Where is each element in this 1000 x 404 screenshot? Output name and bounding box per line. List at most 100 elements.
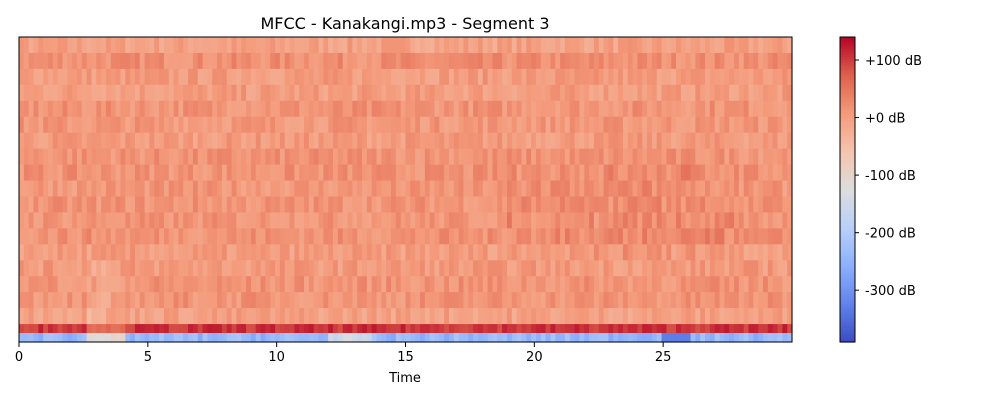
- heatmap-cell: [767, 324, 774, 334]
- heatmap-cell: [376, 260, 382, 277]
- heatmap-cell: [163, 52, 170, 70]
- heatmap-cell: [81, 324, 88, 334]
- heatmap-cell: [86, 228, 93, 245]
- heatmap-cell: [453, 68, 460, 86]
- heatmap-cell: [637, 52, 643, 70]
- heatmap-cell: [531, 333, 537, 343]
- heatmap-cell: [709, 116, 716, 134]
- heatmap-cell: [695, 100, 701, 118]
- heatmap-cell: [463, 52, 469, 70]
- heatmap-cell: [342, 116, 349, 134]
- heatmap-cell: [391, 196, 397, 214]
- heatmap-cell: [492, 164, 498, 182]
- heatmap-cell: [362, 68, 368, 86]
- heatmap-cell: [700, 180, 706, 198]
- heatmap-cell: [777, 84, 783, 102]
- heatmap-cell: [168, 68, 175, 86]
- colorbar-segment: [840, 308, 855, 313]
- heatmap-cell: [405, 228, 411, 245]
- heatmap-cell: [72, 180, 78, 198]
- colorbar-segment: [840, 80, 855, 84]
- heatmap-cell: [709, 164, 716, 182]
- heatmap-cell: [593, 333, 600, 343]
- heatmap-cell: [753, 164, 759, 182]
- heatmap-cell: [23, 276, 30, 293]
- heatmap-cell: [473, 196, 479, 214]
- heatmap-cell: [91, 84, 97, 102]
- heatmap-cell: [76, 212, 83, 229]
- heatmap-cell: [642, 228, 648, 245]
- heatmap-cell: [748, 180, 754, 198]
- heatmap-cell: [497, 100, 503, 118]
- heatmap-cell: [304, 196, 310, 214]
- heatmap-cell: [250, 308, 257, 325]
- heatmap-cell: [656, 333, 663, 343]
- heatmap-cell: [318, 148, 324, 166]
- heatmap-cell: [695, 164, 701, 182]
- heatmap-cell: [134, 37, 141, 54]
- heatmap-cell: [497, 116, 503, 134]
- heatmap-cell: [516, 276, 523, 293]
- heatmap-cell: [603, 308, 610, 325]
- heatmap-cell: [81, 116, 88, 134]
- colorbar-segment: [840, 47, 855, 51]
- heatmap-cell: [275, 333, 281, 343]
- colorbar-segment: [840, 273, 855, 277]
- heatmap-cell: [183, 37, 189, 54]
- heatmap-cell: [647, 196, 653, 214]
- heatmap-cell: [584, 228, 590, 245]
- heatmap-cell: [52, 292, 59, 309]
- heatmap-cell: [115, 244, 122, 261]
- heatmap-cell: [260, 324, 266, 334]
- heatmap-cell: [661, 212, 667, 229]
- heatmap-cell: [603, 68, 610, 86]
- heatmap-cell: [608, 333, 614, 343]
- heatmap-cell: [173, 196, 180, 214]
- heatmap-cell: [627, 212, 634, 229]
- heatmap-cell: [622, 68, 629, 86]
- heatmap-cell: [125, 292, 131, 309]
- heatmap-cell: [622, 37, 629, 54]
- heatmap-cell: [197, 148, 204, 166]
- heatmap-cell: [265, 333, 271, 343]
- heatmap-cell: [700, 84, 706, 102]
- heatmap-cell: [47, 228, 54, 245]
- heatmap-cell: [342, 212, 349, 229]
- heatmap-cell: [125, 148, 131, 166]
- heatmap-cell: [777, 164, 783, 182]
- heatmap-cell: [313, 196, 320, 214]
- heatmap-cell: [482, 68, 489, 86]
- heatmap-cell: [67, 228, 73, 245]
- heatmap-cell: [637, 276, 643, 293]
- heatmap-cell: [139, 164, 146, 182]
- heatmap-cell: [511, 100, 518, 118]
- heatmap-cell: [415, 164, 421, 182]
- heatmap-cell: [192, 116, 199, 134]
- heatmap-cell: [758, 260, 764, 277]
- heatmap-cell: [743, 333, 750, 343]
- heatmap-cell: [43, 333, 49, 343]
- heatmap-cell: [250, 228, 257, 245]
- heatmap-cell: [729, 244, 735, 261]
- heatmap-cell: [492, 37, 498, 54]
- heatmap-cell: [666, 212, 672, 229]
- heatmap-cell: [734, 212, 740, 229]
- heatmap-cell: [23, 116, 30, 134]
- heatmap-cell: [656, 84, 663, 102]
- heatmap-cell: [144, 333, 151, 343]
- heatmap-cell: [632, 276, 638, 293]
- heatmap-cell: [690, 100, 696, 118]
- heatmap-cell: [632, 164, 638, 182]
- heatmap-cell: [188, 324, 194, 334]
- heatmap-cell: [589, 308, 595, 325]
- heatmap-cell: [115, 148, 122, 166]
- heatmap-cell: [371, 196, 378, 214]
- heatmap-cell: [76, 324, 83, 334]
- heatmap-cell: [487, 84, 494, 102]
- heatmap-cell: [159, 333, 165, 343]
- heatmap-cell: [560, 84, 566, 102]
- heatmap-cell: [540, 52, 547, 70]
- heatmap-cell: [154, 308, 160, 325]
- heatmap-cell: [531, 276, 537, 293]
- heatmap-cell: [603, 333, 610, 343]
